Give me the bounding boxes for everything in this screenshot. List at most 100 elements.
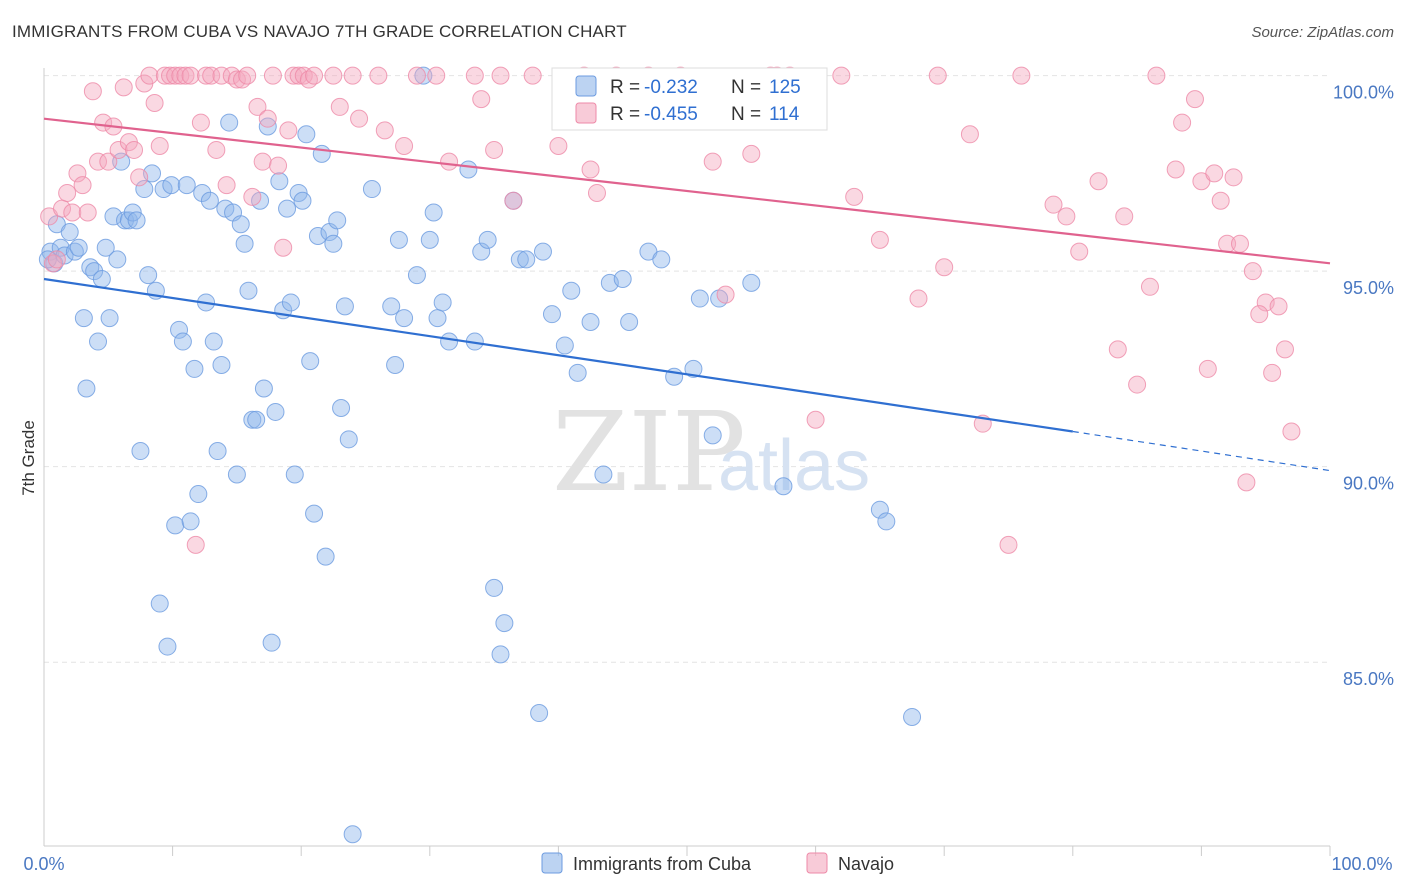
point-cuba-32 bbox=[166, 516, 185, 535]
point-navajo-118 bbox=[1250, 305, 1269, 324]
point-cuba-61 bbox=[278, 199, 297, 218]
y-tick-label-1: 95.0% bbox=[1343, 278, 1394, 298]
point-cuba-71 bbox=[316, 547, 335, 566]
point-navajo-98 bbox=[1115, 207, 1134, 226]
point-cuba-56 bbox=[258, 117, 277, 136]
point-navajo-109 bbox=[1230, 234, 1249, 253]
point-navajo-58 bbox=[375, 121, 394, 140]
point-cuba-88 bbox=[428, 309, 447, 328]
bottom-legend-swatch-navajo bbox=[806, 852, 828, 874]
point-navajo-67 bbox=[504, 191, 523, 210]
y-tick-label-3: 85.0% bbox=[1343, 669, 1394, 689]
point-cuba-24 bbox=[135, 180, 154, 199]
point-navajo-110 bbox=[1237, 473, 1256, 492]
point-cuba-75 bbox=[332, 399, 351, 418]
point-navajo-6 bbox=[68, 164, 87, 183]
point-cuba-115 bbox=[684, 359, 703, 378]
point-navajo-97 bbox=[1108, 340, 1127, 359]
point-cuba-12 bbox=[89, 332, 108, 351]
point-navajo-41 bbox=[248, 97, 267, 116]
point-navajo-46 bbox=[274, 238, 293, 257]
point-cuba-81 bbox=[386, 356, 405, 375]
point-cuba-121 bbox=[870, 500, 889, 519]
point-cuba-53 bbox=[247, 410, 266, 429]
point-cuba-68 bbox=[305, 504, 324, 523]
point-cuba-67 bbox=[301, 352, 320, 371]
point-cuba-70 bbox=[312, 144, 331, 163]
point-navajo-22 bbox=[150, 137, 169, 156]
point-navajo-66 bbox=[491, 66, 510, 85]
point-cuba-87 bbox=[424, 203, 443, 222]
point-cuba-5 bbox=[60, 223, 79, 242]
point-navajo-55 bbox=[343, 66, 362, 85]
point-cuba-120 bbox=[774, 477, 793, 496]
point-navajo-59 bbox=[395, 137, 414, 156]
point-navajo-31 bbox=[197, 66, 216, 85]
legend-swatch-navajo bbox=[575, 102, 597, 124]
point-navajo-103 bbox=[1173, 113, 1192, 132]
trendline-navajo bbox=[43, 117, 1331, 265]
legend-swatch-cuba bbox=[575, 75, 597, 97]
point-navajo-89 bbox=[960, 125, 979, 144]
point-cuba-8 bbox=[74, 309, 93, 328]
point-cuba-18 bbox=[112, 152, 131, 171]
point-navajo-43 bbox=[258, 109, 277, 128]
x-tick-label-right: 100.0% bbox=[1331, 854, 1392, 874]
point-navajo-96 bbox=[1089, 172, 1108, 191]
point-navajo-42 bbox=[253, 152, 272, 171]
point-navajo-84 bbox=[845, 187, 864, 206]
point-navajo-49 bbox=[289, 66, 308, 85]
point-cuba-103 bbox=[542, 305, 561, 324]
point-navajo-106 bbox=[1205, 164, 1224, 183]
point-cuba-38 bbox=[189, 485, 208, 504]
point-cuba-31 bbox=[162, 176, 181, 195]
point-navajo-28 bbox=[181, 66, 200, 85]
point-navajo-115 bbox=[1282, 422, 1301, 441]
bottom-legend-label-navajo: Navajo bbox=[838, 854, 894, 874]
point-cuba-78 bbox=[343, 825, 362, 844]
point-navajo-21 bbox=[145, 94, 164, 113]
point-navajo-91 bbox=[999, 535, 1018, 554]
legend-top: R = -0.232 N = 125 R = -0.455 N = 114 bbox=[551, 67, 828, 131]
point-navajo-7 bbox=[73, 176, 92, 195]
point-navajo-78 bbox=[742, 144, 761, 163]
point-cuba-23 bbox=[131, 442, 150, 461]
point-navajo-25 bbox=[166, 66, 185, 85]
point-navajo-63 bbox=[465, 66, 484, 85]
point-cuba-51 bbox=[239, 281, 258, 300]
point-cuba-117 bbox=[703, 426, 722, 445]
point-cuba-73 bbox=[324, 234, 343, 253]
point-navajo-111 bbox=[1243, 262, 1262, 281]
legend-top-box bbox=[551, 67, 828, 131]
point-cuba-62 bbox=[281, 293, 300, 312]
point-cuba-74 bbox=[328, 211, 347, 230]
point-navajo-88 bbox=[935, 258, 954, 277]
point-cuba-106 bbox=[568, 363, 587, 382]
point-cuba-66 bbox=[297, 125, 316, 144]
point-cuba-30 bbox=[158, 637, 177, 656]
point-navajo-100 bbox=[1140, 277, 1159, 296]
point-cuba-107 bbox=[581, 313, 600, 331]
point-cuba-76 bbox=[335, 297, 354, 316]
point-cuba-43 bbox=[208, 442, 227, 461]
point-navajo-62 bbox=[440, 152, 459, 171]
point-cuba-89 bbox=[433, 293, 452, 312]
point-navajo-18 bbox=[130, 168, 149, 187]
point-navajo-119 bbox=[1198, 359, 1217, 378]
point-cuba-65 bbox=[293, 191, 312, 210]
point-navajo-23 bbox=[155, 66, 174, 85]
trendline-cuba bbox=[43, 277, 1073, 433]
point-cuba-90 bbox=[440, 332, 459, 351]
point-navajo-40 bbox=[243, 187, 262, 206]
y-tick-label-0: 100.0% bbox=[1333, 83, 1394, 103]
point-navajo-95 bbox=[1070, 242, 1089, 261]
watermark: ZIP atlas bbox=[552, 388, 870, 516]
point-navajo-101 bbox=[1147, 66, 1166, 85]
y-tick-label-2: 90.0% bbox=[1343, 474, 1394, 494]
point-cuba-46 bbox=[220, 113, 239, 132]
point-cuba-7 bbox=[69, 238, 88, 257]
point-cuba-33 bbox=[170, 320, 189, 339]
point-cuba-52 bbox=[243, 410, 262, 429]
point-navajo-68 bbox=[523, 66, 542, 85]
point-navajo-20 bbox=[140, 66, 159, 85]
